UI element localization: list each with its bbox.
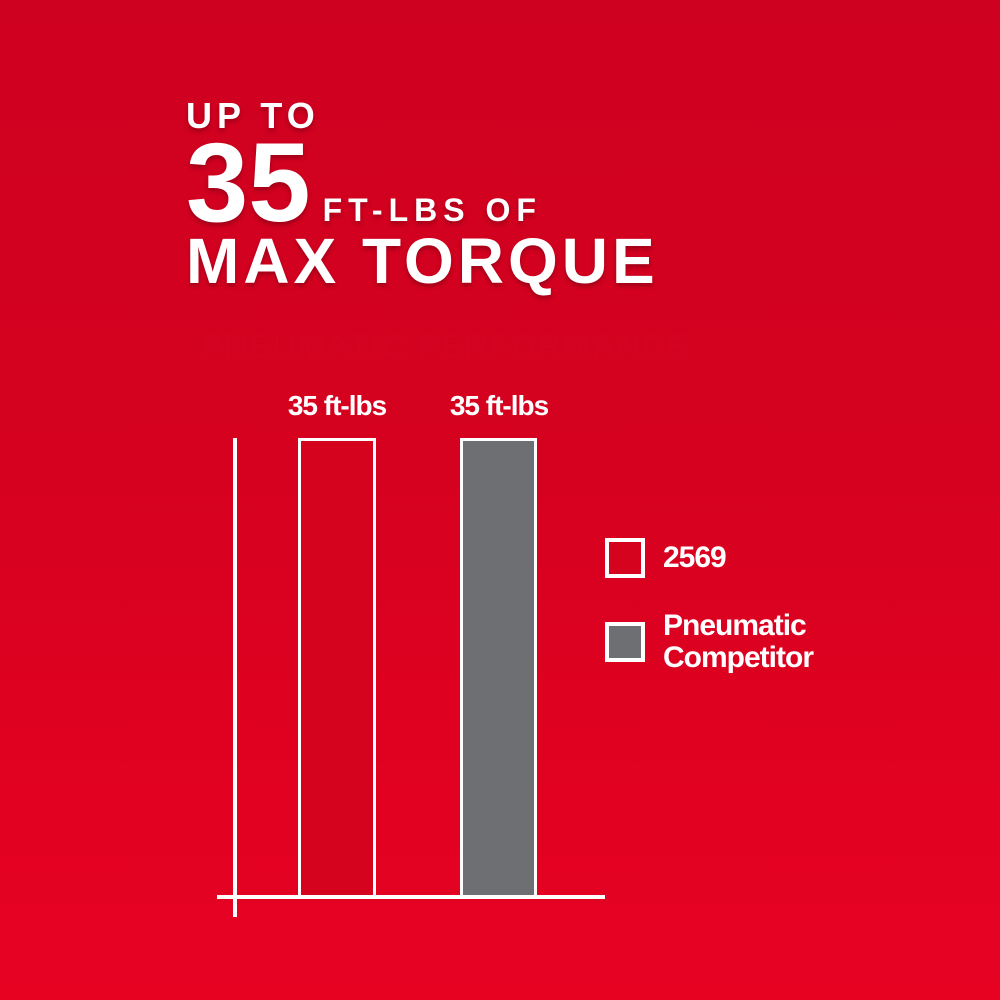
x-axis <box>217 895 605 899</box>
bar-competitor <box>460 438 537 899</box>
legend-swatch-competitor <box>605 621 645 662</box>
legend: 2569 Pneumatic Competitor <box>605 538 827 673</box>
legend-swatch-2569 <box>605 538 645 578</box>
header-unit-phrase: FT-LBS OF <box>322 192 542 228</box>
header-big-value: 35 <box>186 120 311 245</box>
legend-row-2569: 2569 <box>605 538 827 578</box>
header: UP TO 35 FT-LBS OF MAX TORQUE <box>186 95 659 297</box>
bar-2569 <box>298 438 376 899</box>
y-axis <box>233 438 237 917</box>
header-headline: MAX TORQUE <box>186 225 659 297</box>
header-big-row: 35 FT-LBS OF <box>186 127 659 239</box>
header-eyebrow: UP TO <box>186 95 320 136</box>
legend-row-competitor: Pneumatic Competitor <box>605 610 827 673</box>
bar-value-label-2569: 35 ft-lbs <box>287 390 387 421</box>
legend-label-competitor: Pneumatic Competitor <box>663 609 814 674</box>
legend-label-2569: 2569 <box>663 541 727 575</box>
chart-panel: PNEUMATIC PERFORMANCE 35 ft-lbs 35 ft-lb… <box>173 310 827 956</box>
bar-value-label-competitor: 35 ft-lbs <box>449 390 549 421</box>
chart-title: PNEUMATIC PERFORMANCE <box>201 328 691 364</box>
